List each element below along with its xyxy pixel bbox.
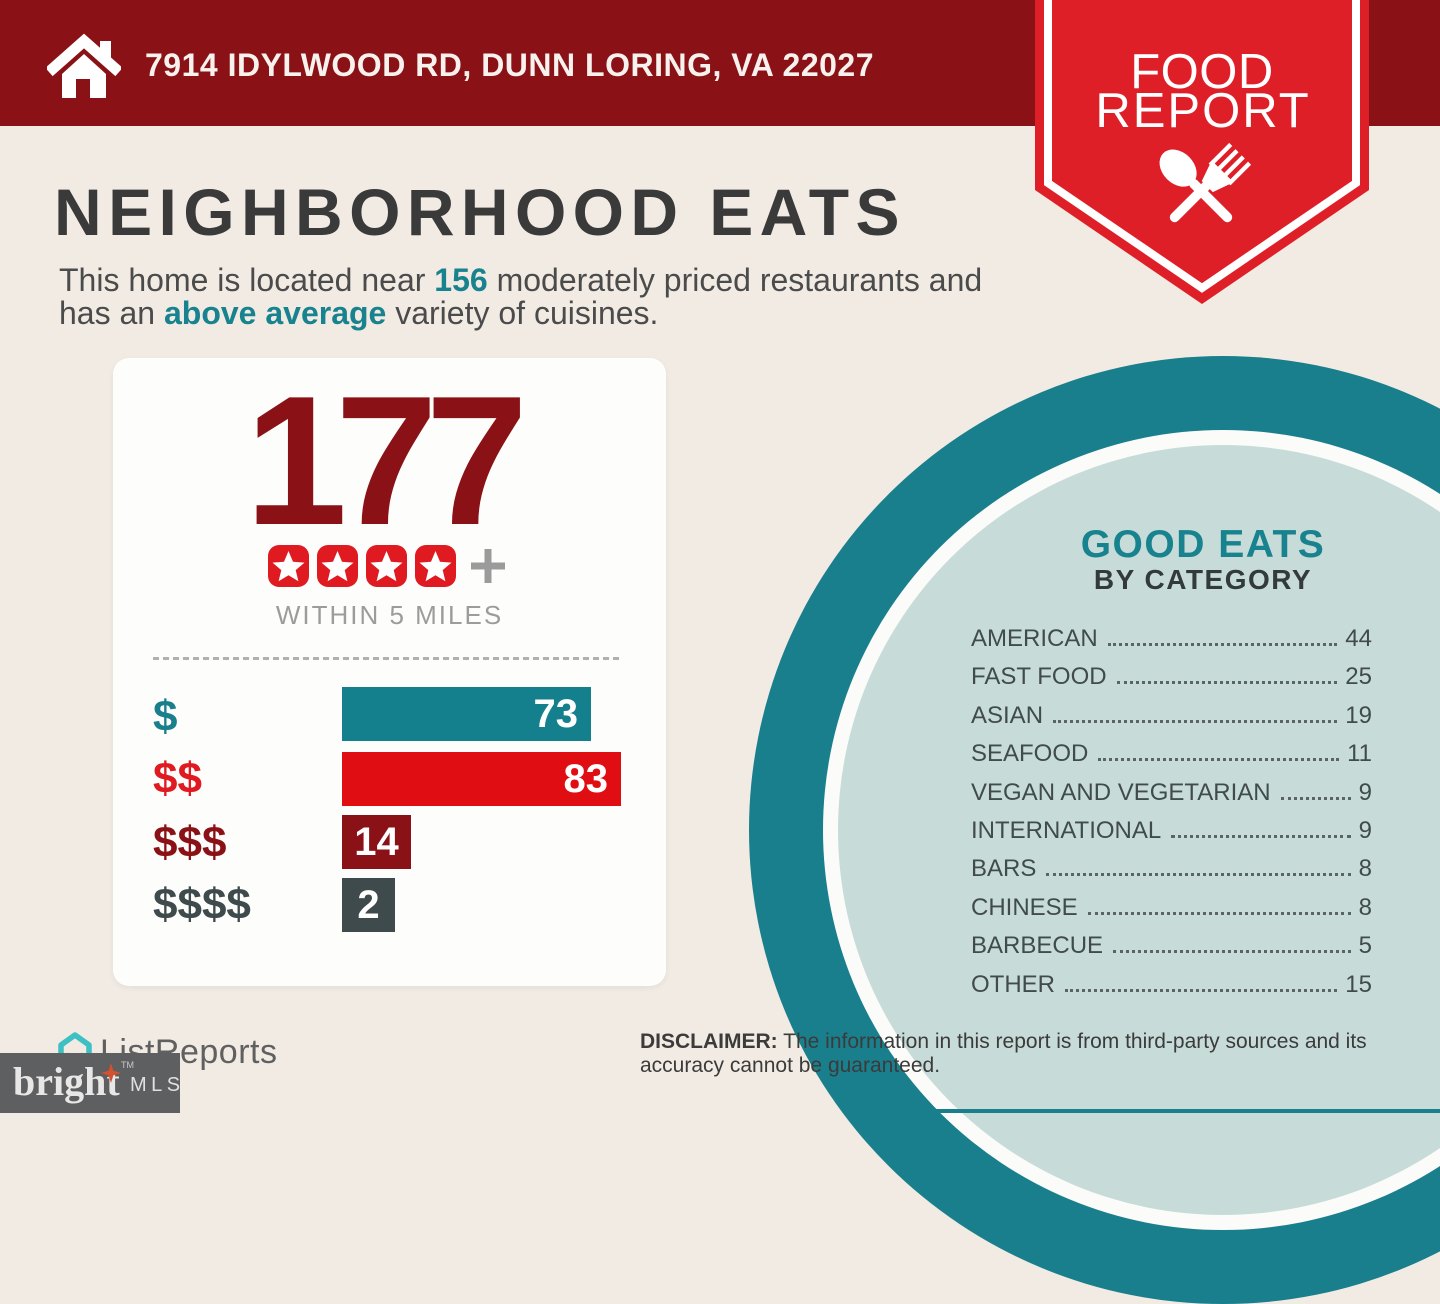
svg-text:REPORT: REPORT (1095, 84, 1310, 138)
svg-text:FOOD: FOOD (1130, 45, 1274, 99)
